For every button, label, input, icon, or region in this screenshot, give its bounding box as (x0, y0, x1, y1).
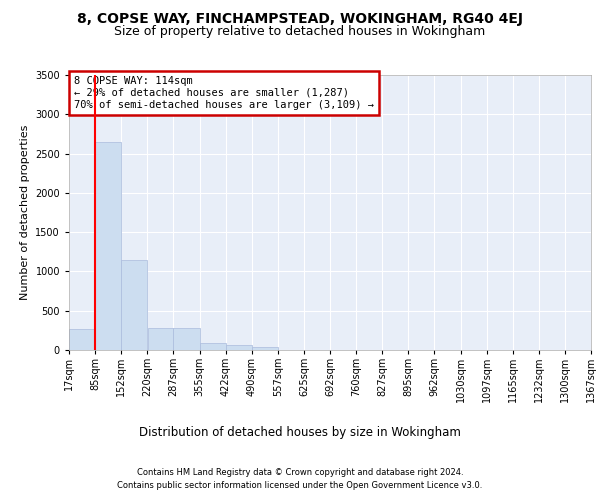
Text: 8 COPSE WAY: 114sqm
← 29% of detached houses are smaller (1,287)
70% of semi-det: 8 COPSE WAY: 114sqm ← 29% of detached ho… (74, 76, 374, 110)
Y-axis label: Number of detached properties: Number of detached properties (20, 125, 29, 300)
Text: Contains public sector information licensed under the Open Government Licence v3: Contains public sector information licen… (118, 480, 482, 490)
Bar (200, 343, 226, 350)
Bar (226, 346, 252, 350)
Bar (252, 347, 278, 350)
Text: Size of property relative to detached houses in Wokingham: Size of property relative to detached ho… (115, 25, 485, 38)
Bar (173, 328, 200, 350)
Bar (95, 142, 121, 350)
Text: Distribution of detached houses by size in Wokingham: Distribution of detached houses by size … (139, 426, 461, 439)
Bar (148, 328, 173, 350)
Bar (69, 329, 95, 350)
Text: 8, COPSE WAY, FINCHAMPSTEAD, WOKINGHAM, RG40 4EJ: 8, COPSE WAY, FINCHAMPSTEAD, WOKINGHAM, … (77, 12, 523, 26)
Bar (121, 260, 148, 350)
Text: Contains HM Land Registry data © Crown copyright and database right 2024.: Contains HM Land Registry data © Crown c… (137, 468, 463, 477)
